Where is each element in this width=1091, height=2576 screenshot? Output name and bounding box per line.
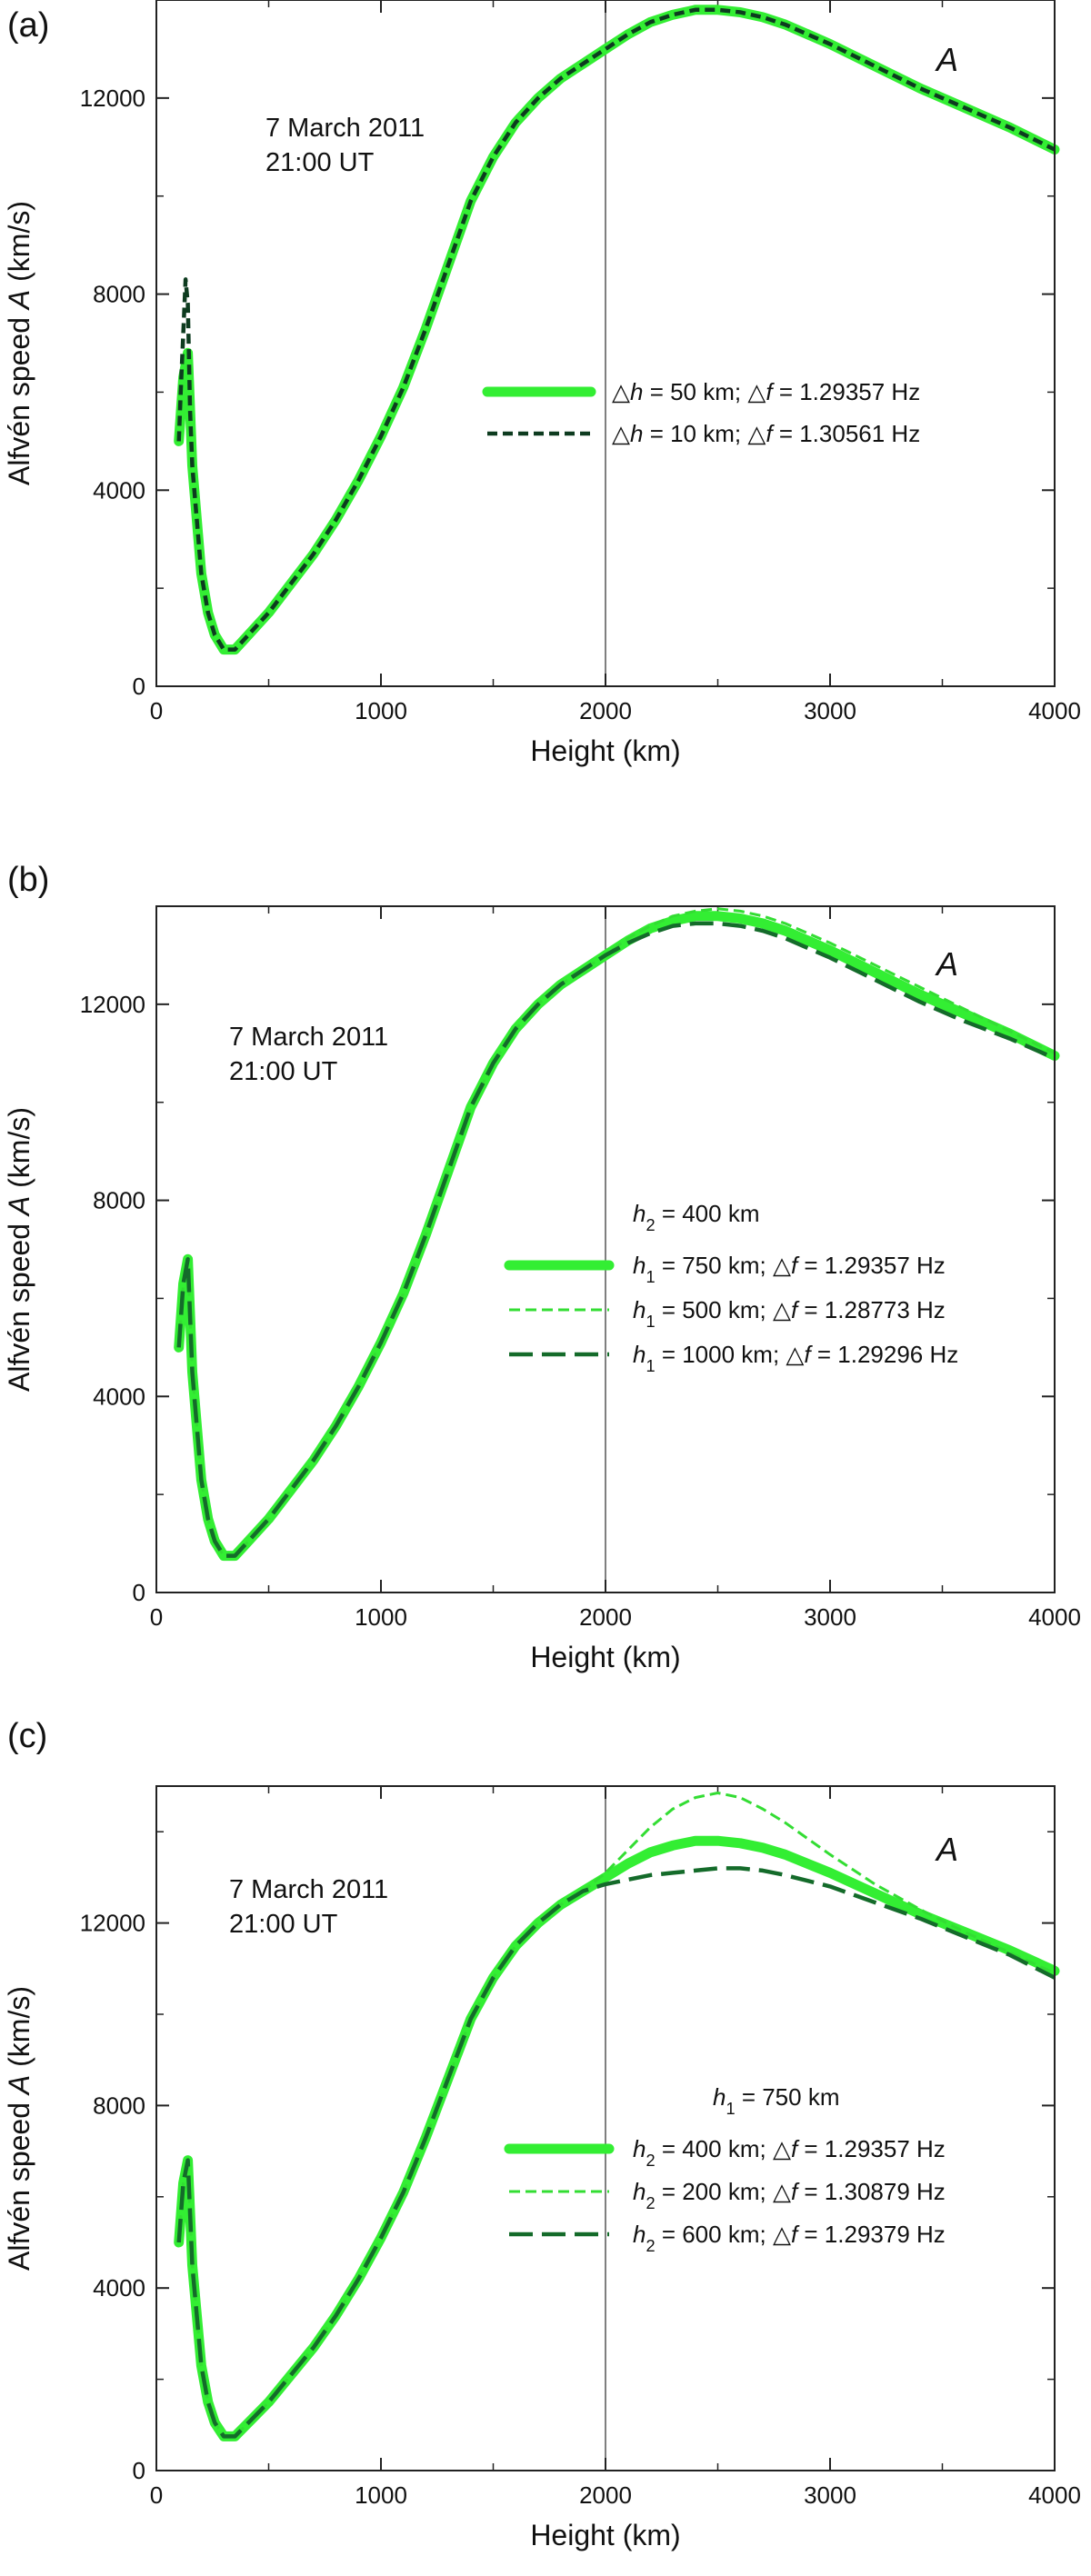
x-tick-label: 3000 — [804, 1603, 856, 1631]
legend-entry-1: h2 = 400 km; △f = 1.29357 Hz — [633, 2135, 946, 2170]
chart-panel-a: (a) 0 1000 2000 3000 4000 0 4000 8000 12000 Height… — [3, 0, 1081, 767]
y-tick-label: 0 — [133, 2457, 145, 2484]
legend-entry-3: h1 = 1000 km; △f = 1.29296 Hz — [633, 1341, 958, 1375]
x-axis-title: Height (km) — [530, 734, 680, 767]
panel-label: (a) — [7, 6, 49, 45]
legend-entry-1: h1 = 750 km; △f = 1.29357 Hz — [633, 1252, 946, 1286]
y-tick-label: 8000 — [93, 281, 145, 308]
y-axis-title: Alfvén speed A (km/s) — [3, 1986, 35, 2271]
y-tick-label: 4000 — [93, 476, 145, 504]
panel-label: (b) — [7, 861, 49, 899]
legend-entry-3: h2 = 600 km; △f = 1.29379 Hz — [633, 2221, 946, 2255]
x-tick-label: 4000 — [1028, 1603, 1081, 1631]
plot-frame — [155, 1785, 1056, 2471]
chart-panel-c: (c) 0 1000 2000 3000 4000 0 4000 8000 12000 Height… — [3, 1717, 1081, 2551]
y-tick-label: 4000 — [93, 1383, 145, 1410]
date-annotation: 7 March 2011 — [229, 1875, 388, 1904]
y-axis-title: Alfvén speed A (km/s) — [3, 1107, 35, 1392]
time-annotation: 21:00 UT — [229, 1057, 338, 1086]
curve-label: A — [935, 1831, 958, 1868]
legend-entry-2: △h = 10 km; △f = 1.30561 Hz — [612, 420, 920, 447]
date-annotation: 7 March 2011 — [265, 114, 425, 143]
x-tick-label: 0 — [150, 697, 163, 724]
legend-entry-2: h2 = 200 km; △f = 1.30879 Hz — [633, 2178, 946, 2212]
series-line-3 — [176, 1866, 1056, 2439]
x-tick-label: 2000 — [579, 1603, 632, 1631]
x-tick-label: 2000 — [579, 2481, 632, 2509]
x-axis-title: Height (km) — [530, 2519, 680, 2551]
plot-frame — [155, 0, 1056, 687]
series-line-1 — [174, 5, 1060, 655]
x-tick-label: 1000 — [355, 2481, 407, 2509]
panel-label: (c) — [7, 1717, 47, 1755]
y-tick-label: 12000 — [80, 991, 145, 1018]
y-axis-title: Alfvén speed A (km/s) — [3, 201, 35, 485]
series-line-3 — [176, 921, 1056, 1558]
time-annotation: 21:00 UT — [229, 1910, 338, 1939]
series-line-1 — [174, 911, 1060, 1562]
y-tick-label: 12000 — [80, 1910, 145, 1937]
x-tick-label: 3000 — [804, 697, 856, 724]
x-tick-label: 0 — [150, 1603, 163, 1631]
legend-header: h1 = 750 km — [713, 2083, 840, 2118]
time-annotation: 21:00 UT — [265, 148, 375, 177]
legend-entry-1: △h = 50 km; △f = 1.29357 Hz — [612, 378, 920, 405]
y-tick-label: 12000 — [80, 85, 145, 112]
series-line-2 — [177, 1792, 1056, 2438]
y-tick-label: 0 — [133, 1579, 145, 1606]
x-tick-label: 4000 — [1028, 697, 1081, 724]
legend-header: h2 = 400 km — [633, 1200, 760, 1234]
curve-label: A — [935, 945, 958, 983]
x-tick-label: 2000 — [579, 697, 632, 724]
x-tick-label: 1000 — [355, 697, 407, 724]
legend-entry-2: h1 = 500 km; △f = 1.28773 Hz — [633, 1296, 946, 1331]
x-axis-title: Height (km) — [530, 1641, 680, 1673]
y-tick-label: 4000 — [93, 2274, 145, 2301]
plot-frame — [155, 905, 1056, 1593]
y-tick-label: 8000 — [93, 2092, 145, 2119]
series-line-1 — [174, 1835, 1060, 2441]
x-tick-label: 1000 — [355, 1603, 407, 1631]
date-annotation: 7 March 2011 — [229, 1023, 388, 1052]
y-tick-label: 0 — [133, 673, 145, 700]
curve-label: A — [935, 41, 958, 78]
x-tick-label: 4000 — [1028, 2481, 1081, 2509]
y-tick-label: 8000 — [93, 1187, 145, 1214]
series-line-2 — [176, 7, 1056, 652]
chart-panel-b: (b) 0 1000 2000 3000 4000 0 4000 8000 12000 Height… — [3, 861, 1081, 1673]
x-tick-label: 3000 — [804, 2481, 856, 2509]
x-tick-label: 0 — [150, 2481, 163, 2509]
